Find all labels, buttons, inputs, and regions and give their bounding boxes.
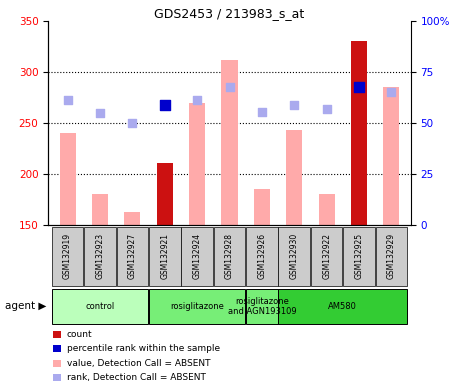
Bar: [375, 227, 407, 286]
Point: [96, 110, 104, 116]
Bar: [157, 162, 173, 225]
Bar: [181, 227, 213, 286]
Bar: [286, 130, 302, 225]
Text: GSM132925: GSM132925: [354, 233, 364, 280]
Bar: [84, 227, 116, 286]
Text: rank, Detection Call = ABSENT: rank, Detection Call = ABSENT: [67, 373, 206, 382]
Bar: [246, 227, 278, 286]
Text: agent ▶: agent ▶: [5, 301, 46, 311]
Bar: [279, 289, 407, 324]
Bar: [279, 227, 310, 286]
Bar: [92, 194, 108, 225]
Text: GSM132926: GSM132926: [257, 233, 266, 280]
Point: [291, 101, 298, 108]
Bar: [124, 212, 140, 225]
Text: percentile rank within the sample: percentile rank within the sample: [67, 344, 220, 353]
Bar: [117, 227, 148, 286]
Point: [64, 98, 71, 104]
Text: GSM132930: GSM132930: [290, 233, 299, 280]
Point: [388, 89, 395, 96]
Point: [323, 106, 330, 112]
Text: GSM132928: GSM132928: [225, 233, 234, 279]
Text: control: control: [85, 302, 115, 311]
Title: GDS2453 / 213983_s_at: GDS2453 / 213983_s_at: [154, 7, 305, 20]
Bar: [149, 227, 180, 286]
Bar: [351, 41, 367, 225]
Bar: [213, 227, 246, 286]
Point: [129, 120, 136, 126]
Bar: [254, 189, 270, 225]
Bar: [343, 227, 375, 286]
Point: [355, 84, 363, 90]
Bar: [189, 103, 205, 225]
Point: [258, 109, 266, 115]
Text: GSM132923: GSM132923: [95, 233, 105, 280]
Text: value, Detection Call = ABSENT: value, Detection Call = ABSENT: [67, 359, 210, 368]
Bar: [221, 60, 238, 225]
Text: GSM132929: GSM132929: [387, 233, 396, 280]
Point: [161, 101, 168, 108]
Bar: [319, 194, 335, 225]
Bar: [246, 289, 278, 324]
Text: GSM132922: GSM132922: [322, 233, 331, 279]
Text: rosiglitazone
and AGN193109: rosiglitazone and AGN193109: [228, 296, 296, 316]
Bar: [52, 227, 84, 286]
Bar: [60, 133, 76, 225]
Text: GSM132919: GSM132919: [63, 233, 72, 280]
Point: [226, 84, 233, 90]
Text: AM580: AM580: [328, 302, 357, 311]
Text: count: count: [67, 329, 92, 339]
Text: GSM132927: GSM132927: [128, 233, 137, 280]
Bar: [311, 227, 342, 286]
Bar: [149, 289, 246, 324]
Text: rosiglitazone: rosiglitazone: [170, 302, 224, 311]
Text: GSM132921: GSM132921: [160, 233, 169, 279]
Bar: [383, 87, 399, 225]
Text: GSM132924: GSM132924: [193, 233, 202, 280]
Bar: [52, 289, 148, 324]
Point: [193, 98, 201, 104]
